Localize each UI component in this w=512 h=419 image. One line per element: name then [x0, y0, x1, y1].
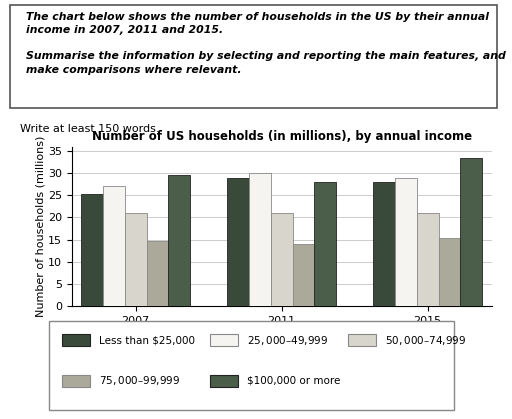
Bar	[373, 182, 395, 306]
Bar	[460, 158, 482, 306]
Bar	[124, 213, 146, 306]
Text: $25,000–$49,999: $25,000–$49,999	[247, 334, 328, 347]
Text: $100,000 or more: $100,000 or more	[247, 375, 340, 385]
Text: Write at least 150 words.: Write at least 150 words.	[20, 124, 160, 134]
Text: $75,000–$99,999: $75,000–$99,999	[99, 374, 180, 387]
FancyBboxPatch shape	[62, 334, 90, 347]
FancyBboxPatch shape	[49, 321, 454, 410]
Text: $50,000–$74,999: $50,000–$74,999	[385, 334, 466, 347]
Text: The chart below shows the number of households in the US by their annual
income : The chart below shows the number of hous…	[26, 12, 505, 75]
FancyBboxPatch shape	[210, 375, 238, 387]
Bar	[103, 186, 124, 306]
Y-axis label: Number of households (millions): Number of households (millions)	[35, 136, 45, 317]
Bar	[439, 238, 460, 306]
FancyBboxPatch shape	[210, 334, 238, 347]
FancyBboxPatch shape	[62, 375, 90, 387]
Bar	[249, 173, 271, 306]
FancyBboxPatch shape	[348, 334, 376, 347]
Bar	[146, 241, 168, 306]
Bar	[395, 178, 417, 306]
Bar	[81, 194, 103, 306]
Title: Number of US households (in millions), by annual income: Number of US households (in millions), b…	[92, 130, 472, 143]
Text: Less than $25,000: Less than $25,000	[99, 335, 196, 345]
Bar	[417, 213, 439, 306]
Bar	[227, 178, 249, 306]
Bar	[314, 182, 336, 306]
Bar	[271, 213, 292, 306]
FancyBboxPatch shape	[10, 5, 497, 108]
Bar	[292, 244, 314, 306]
Bar	[168, 176, 190, 306]
X-axis label: Year: Year	[268, 330, 295, 343]
